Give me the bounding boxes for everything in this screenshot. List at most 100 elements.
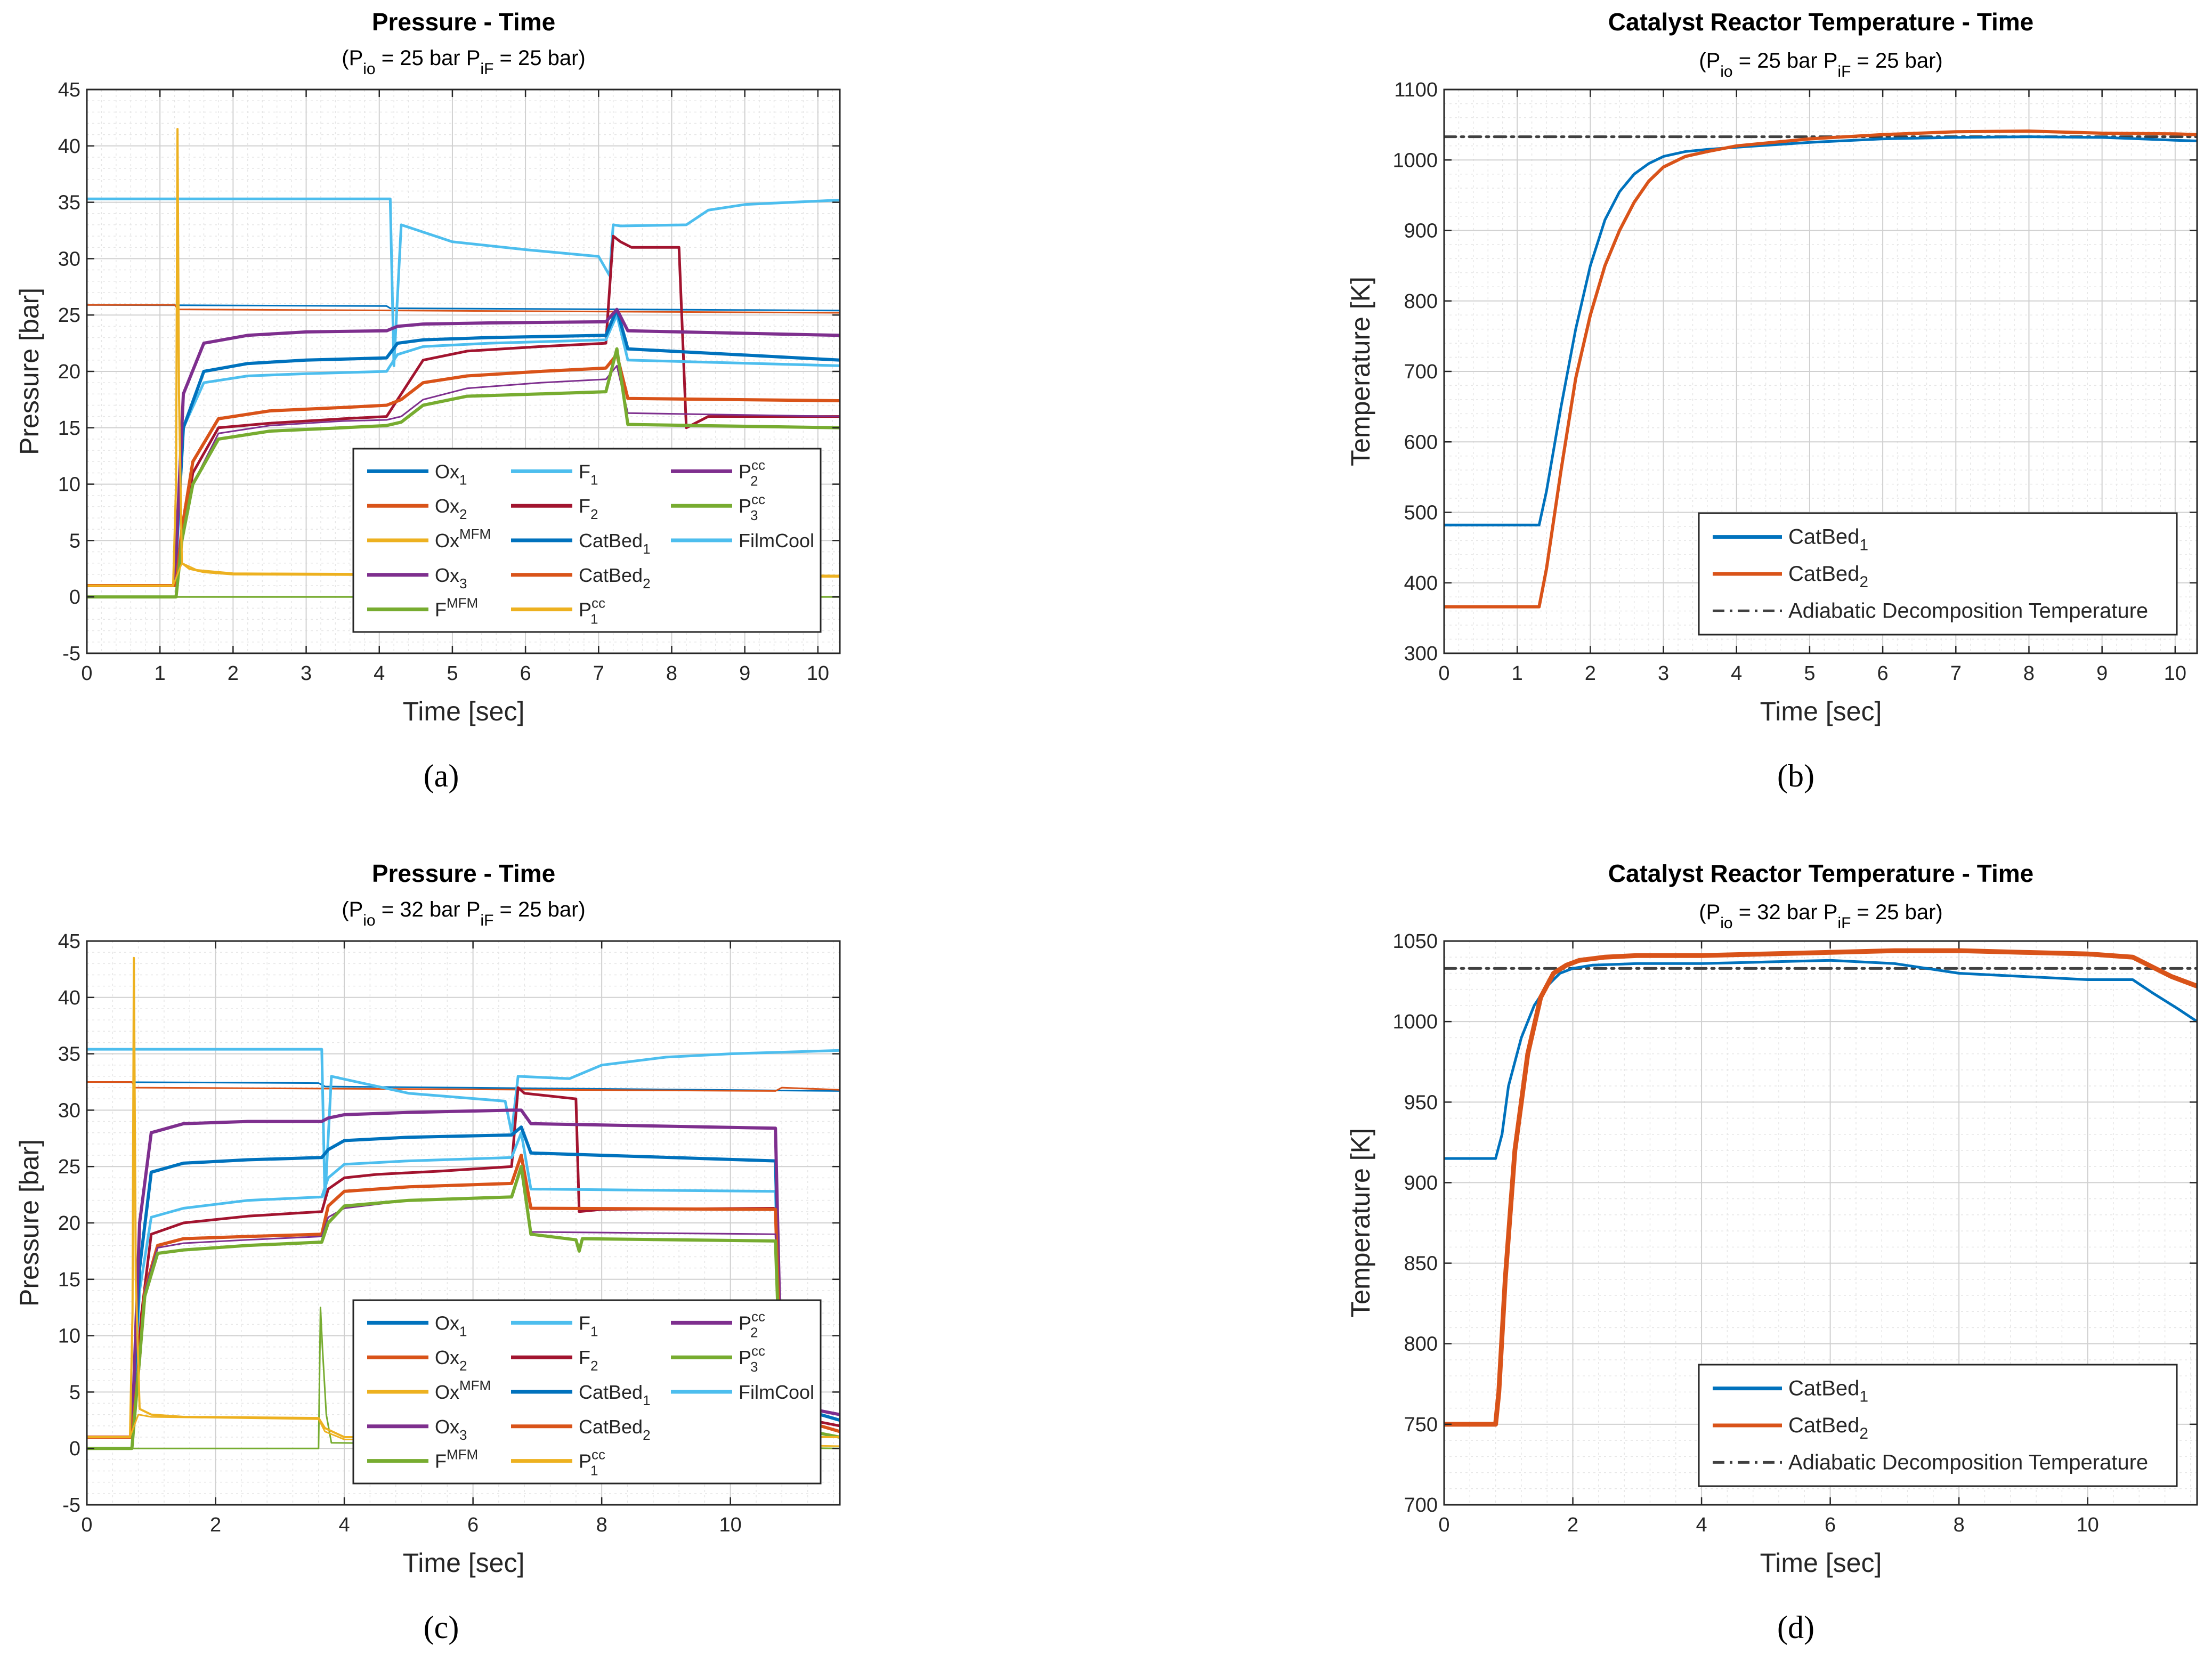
x-axis-label: Time [sec] (1760, 1548, 1882, 1578)
legend-label: FilmCool (739, 530, 814, 552)
legend-label: CatBed2 (1788, 1414, 1868, 1442)
y-tick-label: 950 (1404, 1091, 1438, 1114)
y-tick-label: 850 (1404, 1253, 1438, 1275)
chart-subtitle: (Pio = 25 bar PiF = 25 bar) (1699, 49, 1943, 80)
x-tick-label: 10 (2077, 1514, 2099, 1536)
y-tick-label: 45 (58, 79, 80, 101)
y-axis-label: Temperature [K] (1346, 277, 1375, 466)
legend-label: CatBed2 (579, 1416, 651, 1443)
y-tick-label: 800 (1404, 290, 1438, 313)
series-line-filmcool (87, 197, 840, 367)
y-tick-label: 0 (69, 1438, 80, 1460)
x-tick-label: 6 (1877, 662, 1889, 685)
y-tick-label: 40 (58, 135, 80, 158)
panel-b: Catalyst Reactor Temperature - Time (Pio… (1346, 8, 2198, 793)
legend-label: Ox3 (435, 1416, 467, 1443)
legend-label: Ox1 (435, 460, 467, 488)
plot-frame (1443, 88, 2198, 654)
y-tick-label: 45 (58, 930, 80, 953)
x-tick-label: 2 (210, 1514, 221, 1536)
series-line-fmfm (87, 1307, 840, 1449)
x-tick-label: 0 (81, 662, 92, 685)
chart-title: Pressure - Time (372, 8, 555, 36)
y-tick-label: 5 (69, 1381, 80, 1404)
y-tick-label: 900 (1404, 220, 1438, 242)
x-axis-label: Time [sec] (1760, 696, 1882, 726)
legend-label: Pcc 2 (739, 1308, 765, 1340)
x-tick-label: 9 (739, 662, 750, 685)
legend-label: Pcc 1 (579, 595, 605, 627)
x-tick-label: 8 (666, 662, 677, 685)
y-tick-label: 400 (1404, 572, 1438, 595)
x-tick-label: 3 (301, 662, 312, 685)
series-line-f1 (87, 1131, 840, 1439)
y-axis-label: Pressure [bar] (14, 288, 44, 455)
legend: CatBed1 CatBed2 Adiabatic Decomposition Te… (1698, 1364, 2178, 1487)
y-tick-label: 10 (58, 1325, 80, 1348)
y-tick-label: -5 (62, 1494, 80, 1517)
y-tick-label: 35 (58, 1043, 80, 1066)
legend-box (352, 448, 822, 633)
y-tick-label: 25 (58, 304, 80, 327)
x-axis-label: Time [sec] (403, 696, 525, 726)
panel-c: Pressure - Time (Pio = 32 bar PiF = 25 b… (14, 860, 841, 1645)
panel-a: Pressure - Time (Pio = 25 bar PiF = 25 b… (14, 8, 841, 793)
y-tick-label: 700 (1404, 1494, 1438, 1517)
x-tick-label: 4 (339, 1514, 350, 1536)
legend-label: F2 (579, 495, 598, 522)
x-tick-label: 7 (593, 662, 604, 685)
x-tick-label: 1 (1512, 662, 1523, 685)
chart-title: Catalyst Reactor Temperature - Time (1608, 860, 2033, 887)
y-tick-label: 1000 (1392, 149, 1438, 172)
series-group (1444, 948, 2197, 1427)
x-tick-label: 6 (467, 1514, 479, 1536)
plot-frame (1443, 940, 2198, 1506)
legend-label: OxMFM (435, 1377, 491, 1403)
y-tick-label: 30 (58, 1099, 80, 1122)
legend-label: F1 (579, 1312, 598, 1339)
x-tick-label: 8 (1954, 1514, 1965, 1536)
x-tick-label: 5 (447, 662, 458, 685)
legend-label: CatBed1 (579, 530, 651, 557)
panel-label: (b) (1777, 758, 1814, 793)
y-tick-label: 40 (58, 987, 80, 1009)
y-tick-label: 10 (58, 474, 80, 496)
y-tick-label: 5 (69, 530, 80, 552)
series-line-catbed2 (87, 353, 840, 587)
chart-subtitle: (Pio = 32 bar PiF = 25 bar) (1699, 901, 1943, 932)
plot-frame (86, 88, 841, 654)
y-tick-label: 1000 (1392, 1011, 1438, 1033)
y-tick-label: 800 (1404, 1333, 1438, 1356)
axes: 0 1 2 3 4 5 6 7 8 9 10 300 400 500 600 700 800 900 1000 110… (1392, 79, 2197, 685)
x-tick-label: 10 (2164, 662, 2186, 685)
x-tick-label: 9 (2096, 662, 2108, 685)
legend: Ox1 Ox2 OxMFM Ox3 FMFM F1 F2 CatBed1 CatBed2 Pcc 1… (352, 1299, 822, 1485)
x-tick-label: 1 (155, 662, 166, 685)
chart-subtitle: (Pio = 32 bar PiF = 25 bar) (342, 898, 586, 929)
x-tick-label: 8 (596, 1514, 607, 1536)
legend-label: Pcc 1 (579, 1447, 605, 1479)
series-line-p2cc (87, 307, 840, 587)
panel-label: (a) (424, 758, 459, 793)
series-line-catbed1 (87, 1125, 840, 1439)
legend-label: Pcc 3 (739, 1343, 765, 1375)
y-axis-label: Pressure [bar] (14, 1139, 44, 1307)
legend-label: Adiabatic Decomposition Temperature (1788, 599, 2148, 622)
x-tick-label: 3 (1658, 662, 1669, 685)
y-tick-label: -5 (62, 643, 80, 665)
y-tick-label: 300 (1404, 643, 1438, 665)
series-line-p3cc (87, 1165, 840, 1450)
series-line-catbed1 (1444, 959, 2197, 1160)
x-tick-label: 7 (1950, 662, 1962, 685)
x-tick-label: 4 (1731, 662, 1742, 685)
series-line-p1cc (87, 128, 840, 587)
legend-label: Ox3 (435, 564, 467, 591)
series-line-catbed2 (1444, 948, 2197, 1427)
legend-box (352, 1299, 822, 1485)
x-tick-label: 4 (374, 662, 385, 685)
series-line-catbed1 (1444, 135, 2197, 526)
panel-label: (d) (1777, 1610, 1814, 1645)
legend-label: CatBed2 (579, 564, 651, 591)
series-line-catbed2 (1444, 129, 2197, 609)
